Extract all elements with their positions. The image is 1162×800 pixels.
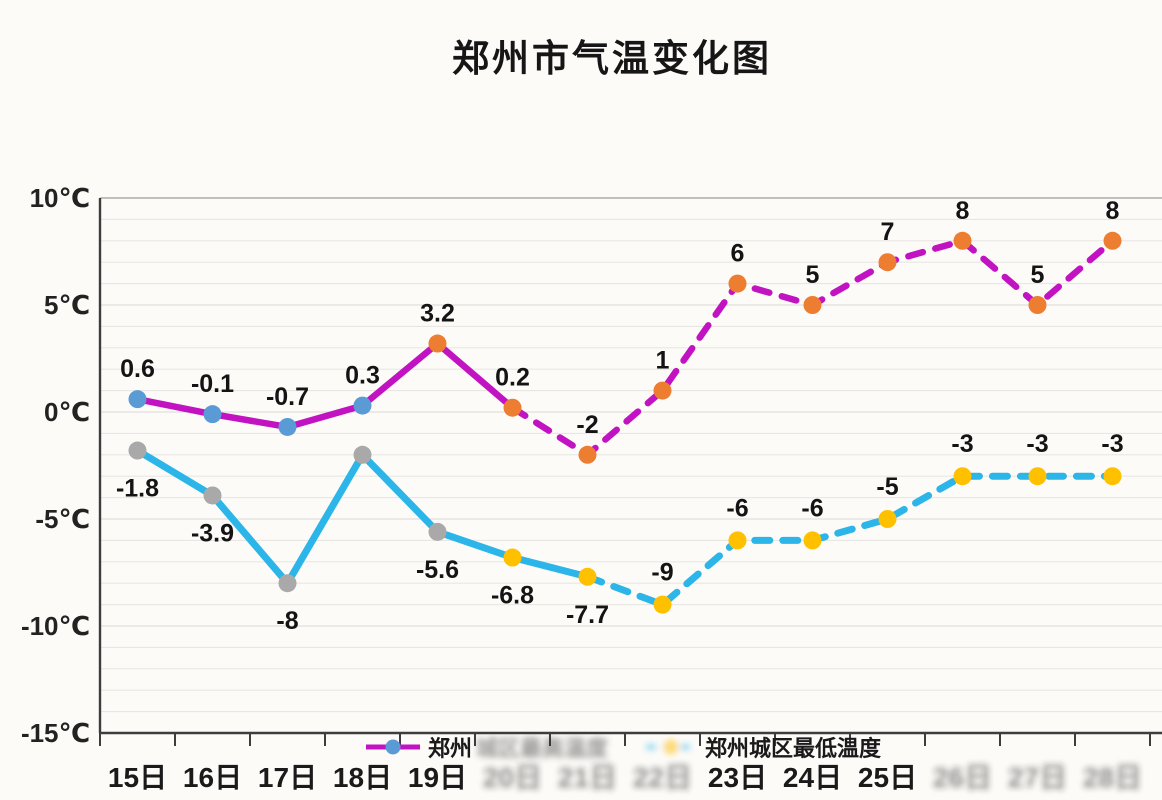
x-axis-label-blurred: 27日	[1008, 762, 1067, 793]
data-point-marker-low	[428, 522, 447, 541]
data-point-marker-low	[653, 595, 672, 614]
data-point-label-high: 8	[956, 197, 970, 225]
data-point-marker-high	[428, 334, 447, 353]
data-point-marker-high	[803, 296, 822, 314]
data-point-label-high: 0.2	[495, 364, 530, 392]
data-point-marker-high	[203, 405, 222, 424]
data-point-marker-high	[953, 231, 972, 250]
data-point-label-low: -1.8	[116, 475, 159, 503]
data-point-marker-high	[1028, 296, 1047, 314]
data-point-label-high: 3.2	[420, 300, 455, 328]
data-point-marker-high	[128, 390, 147, 409]
chart-title: 郑州市气温变化图	[452, 38, 772, 79]
x-axis-label: 24日	[783, 762, 842, 793]
legend-item-high: 郑州 城区最高温度	[366, 736, 609, 761]
data-point-label-low: -3	[1101, 430, 1123, 458]
data-point-label-low: -5	[876, 473, 898, 501]
x-axis-label: 18日	[333, 762, 392, 793]
data-point-marker-high	[503, 398, 522, 417]
data-point-label-high: 1	[656, 347, 670, 375]
data-point-label-low: -7.7	[566, 601, 609, 629]
data-point-marker-low	[878, 510, 897, 528]
data-point-marker-high	[278, 417, 297, 436]
data-point-marker-high	[653, 381, 672, 400]
series-solid-line-high	[134, 340, 516, 431]
data-point-label-low: -9	[651, 559, 673, 587]
x-axis-label-blurred: 26日	[933, 762, 992, 793]
series-dashed-line-low	[584, 472, 1116, 609]
data-point-label-high: 0.3	[345, 362, 380, 390]
data-point-marker-high	[1103, 231, 1122, 250]
data-point-label-low: -3	[951, 430, 973, 458]
data-point-label-high: 8	[1106, 197, 1120, 225]
x-axis-label: 19日	[408, 762, 467, 793]
data-point-label-low: -6	[801, 494, 823, 522]
x-axis-label: 16日	[183, 762, 242, 793]
data-point-marker-high	[878, 253, 897, 272]
legend-label-low: 郑州城区最低温度	[705, 736, 882, 761]
x-axis-label-blurred: 22日	[633, 762, 692, 793]
data-point-marker-low	[278, 574, 297, 593]
data-point-label-low: -6	[726, 494, 748, 522]
y-axis-label: 5℃	[44, 290, 90, 320]
data-point-marker-high	[578, 445, 597, 464]
x-axis-label: 23日	[708, 762, 767, 793]
x-axis-label-blurred: 21日	[558, 762, 617, 793]
data-point-label-high: 7	[881, 218, 895, 246]
legend-marker-swatch-low	[663, 739, 679, 755]
data-point-marker-low	[1103, 467, 1122, 486]
data-point-marker-high	[728, 274, 747, 293]
data-point-label-low: -3.9	[191, 519, 234, 547]
data-point-marker-low	[353, 445, 372, 464]
x-axis-label: 25日	[858, 762, 917, 793]
data-point-label-high: 6	[731, 240, 745, 268]
legend-swatch-low-blurred	[646, 739, 696, 755]
data-point-marker-low	[953, 467, 972, 486]
data-point-label-high: -0.7	[266, 383, 309, 411]
y-axis-label: -5℃	[35, 504, 90, 534]
x-axis-label-blurred: 28日	[1083, 762, 1142, 793]
data-point-marker-low	[1028, 467, 1047, 486]
data-point-marker-low	[203, 486, 222, 505]
data-point-marker-low	[578, 567, 597, 586]
data-point-label-low: -6.8	[491, 582, 534, 610]
y-axis-label: -10℃	[21, 611, 90, 641]
x-axis-label-blurred: 20日	[483, 762, 542, 793]
data-point-label-high: -0.1	[191, 370, 234, 398]
data-point-marker-low	[128, 441, 147, 460]
data-point-marker-high	[353, 396, 372, 415]
data-point-marker-low	[803, 531, 822, 550]
data-point-label-high: -2	[576, 411, 598, 439]
data-point-label-high: 5	[806, 261, 820, 289]
data-point-label-low: -3	[1026, 430, 1048, 458]
y-axis-label: -15℃	[21, 718, 90, 748]
y-axis-label: 10℃	[30, 183, 90, 213]
series-solid-line-low	[134, 447, 591, 587]
x-axis-label: 15日	[108, 762, 167, 793]
data-point-label-low: -8	[276, 607, 298, 635]
data-point-marker-low	[728, 531, 747, 550]
legend-label-high-blurred: 城区最高温度	[476, 736, 609, 761]
x-axis-label: 17日	[258, 762, 317, 793]
data-point-label-low: -5.6	[416, 556, 459, 584]
data-point-label-high: 5	[1031, 261, 1045, 289]
legend-item-low: 郑州城区最低温度	[646, 736, 882, 761]
data-point-label-high: 0.6	[120, 355, 155, 383]
legend-marker-swatch-high	[385, 739, 401, 755]
y-axis-label: 0℃	[44, 397, 90, 427]
data-point-marker-low	[503, 548, 522, 567]
legend-label-high: 郑州	[428, 736, 472, 761]
